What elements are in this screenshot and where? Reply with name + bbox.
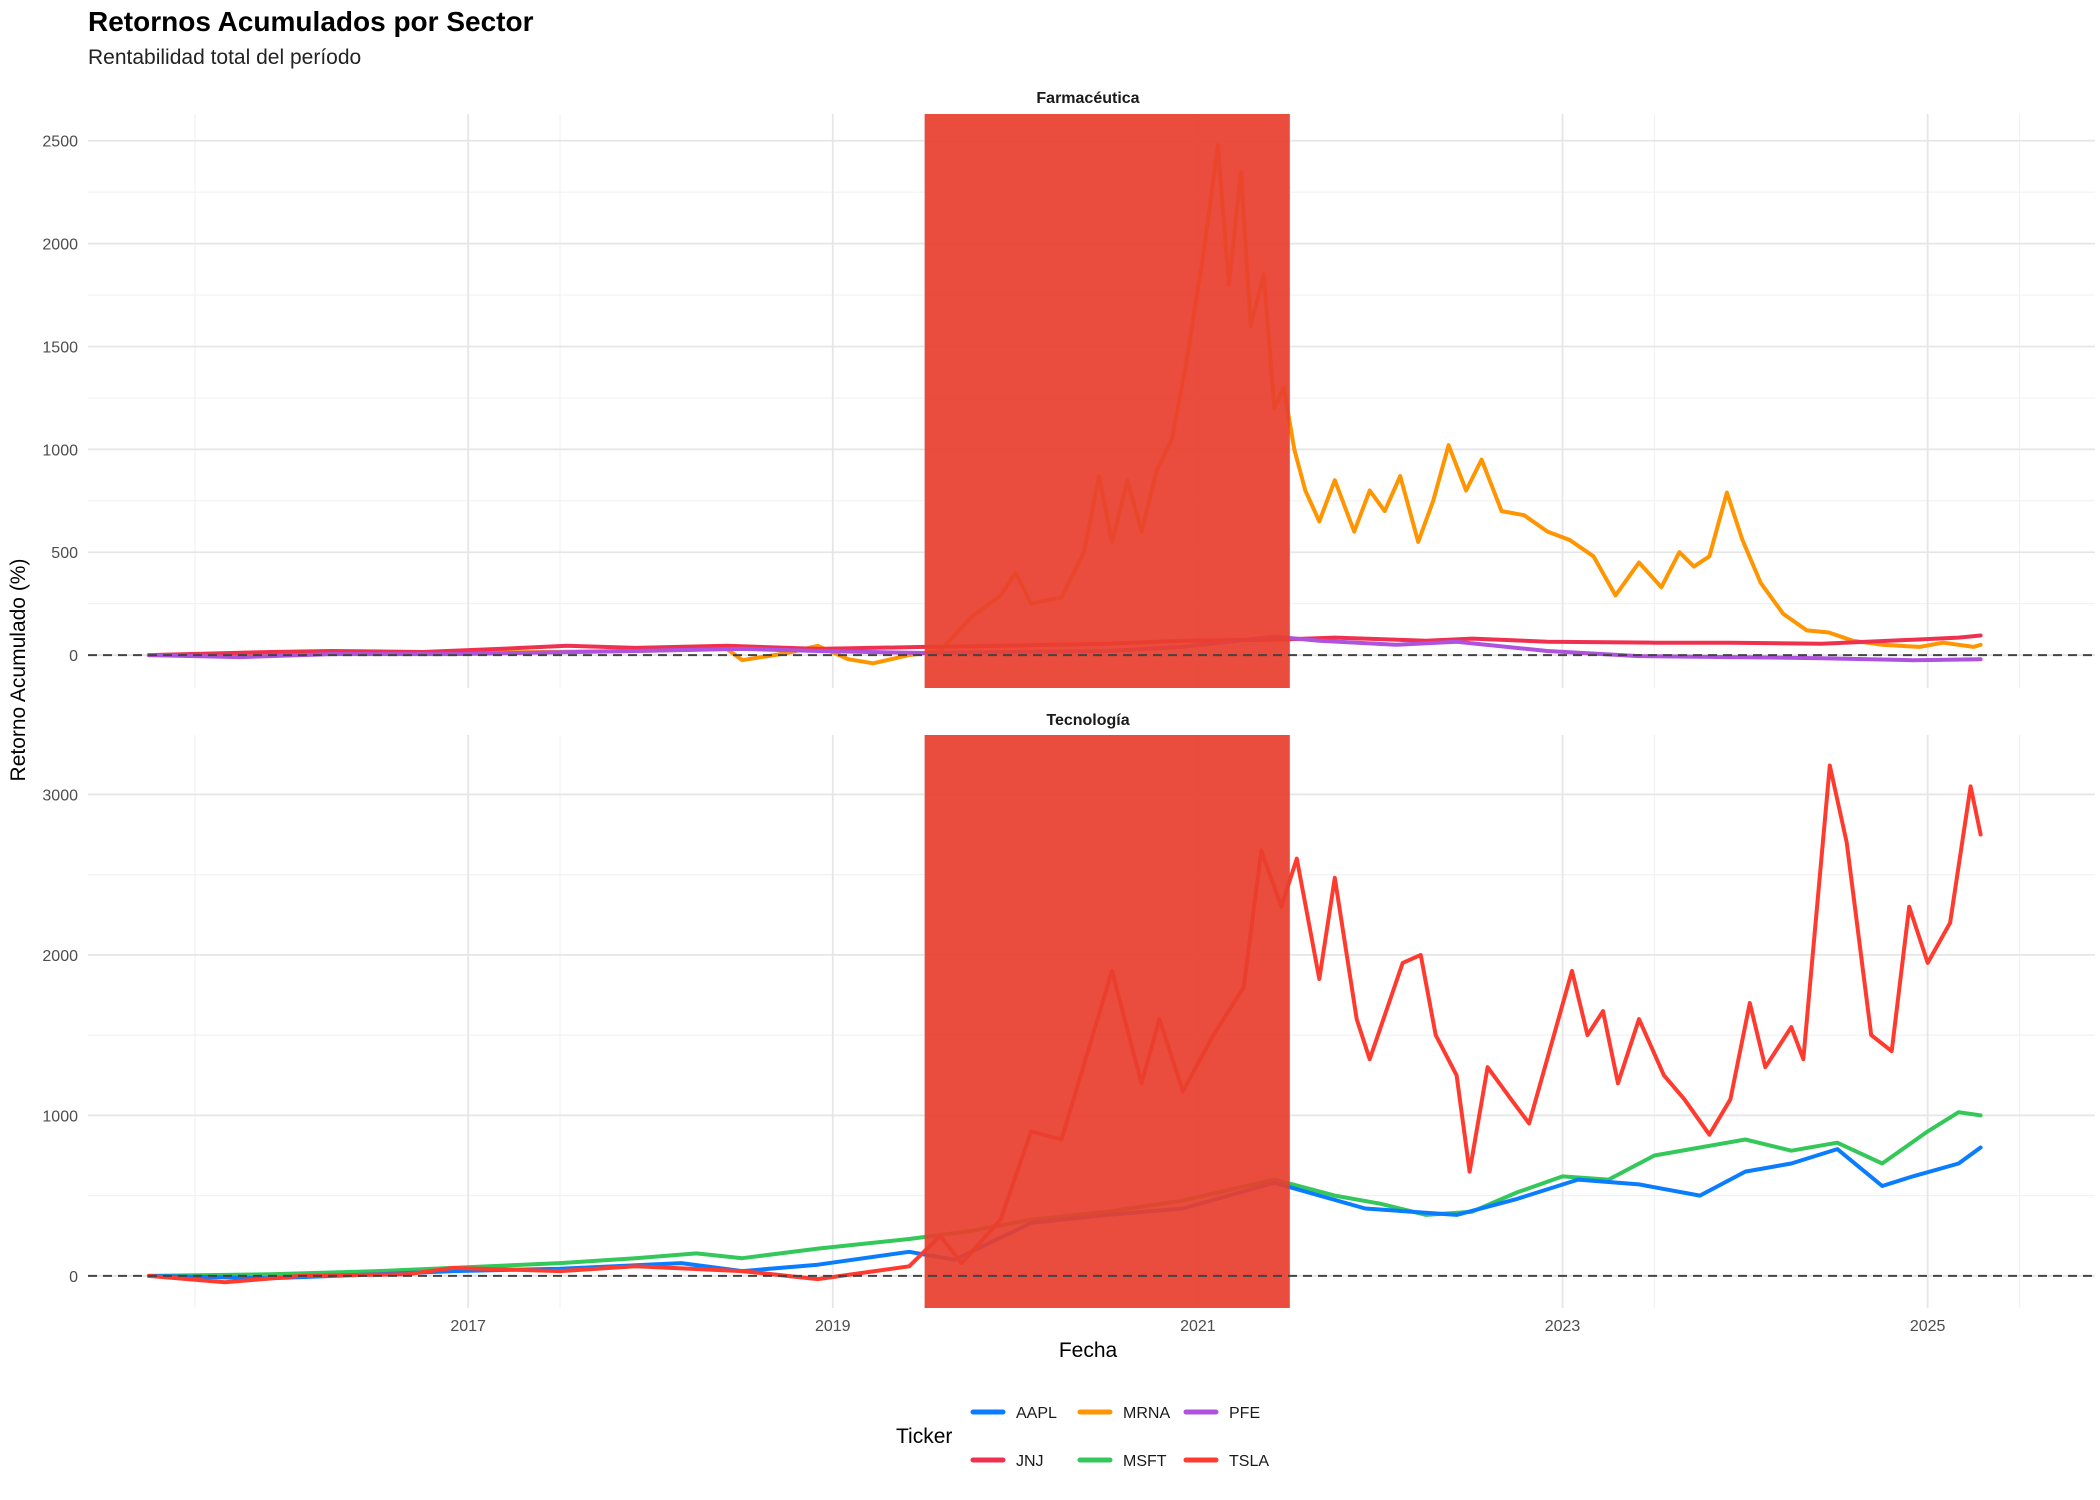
x-axis-title: Fecha — [1059, 1339, 1118, 1362]
legend-label-tsla: TSLA — [1229, 1453, 1269, 1470]
y-tick-label-tecnologia: 1000 — [42, 1108, 78, 1125]
x-tick-label: 2025 — [1910, 1318, 1946, 1335]
legend-item-pfe: PFE — [1183, 1405, 1260, 1422]
legend-item-msft: MSFT — [1077, 1453, 1167, 1470]
legend-label-mrna: MRNA — [1123, 1405, 1170, 1422]
y-axis-title: Retorno Acumulado (%) — [7, 559, 30, 782]
panel-tecnologia: Tecnología 0 1000 2000 3000 — [42, 712, 2095, 1308]
y-tick-label-farmaceutica: 1000 — [42, 442, 78, 459]
y-tick-label-farmaceutica: 500 — [51, 545, 78, 562]
y-tick-label-farmaceutica: 2000 — [42, 237, 78, 254]
chart-subtitle: Rentabilidad total del período — [88, 46, 361, 69]
legend: Ticker AAPL MRNA PFE JNJ MSFT TSLA — [896, 1405, 1269, 1470]
legend-title: Ticker — [896, 1425, 952, 1448]
y-tick-label-tecnologia: 2000 — [42, 948, 78, 965]
x-tick-label: 2021 — [1180, 1318, 1216, 1335]
panel-farmaceutica: Farmacéutica 0 500 1000 1500 2000 2500 — [42, 90, 2095, 688]
y-tick-label-farmaceutica: 1500 — [42, 339, 78, 356]
legend-label-aapl: AAPL — [1016, 1405, 1057, 1422]
legend-item-aapl: AAPL — [970, 1405, 1057, 1422]
x-axis-ticks: 2017 2019 2021 2023 2025 — [450, 1318, 1945, 1335]
legend-label-msft: MSFT — [1123, 1453, 1167, 1470]
x-tick-label: 2023 — [1545, 1318, 1581, 1335]
x-tick-label: 2019 — [815, 1318, 851, 1335]
chart-title: Retornos Acumulados por Sector — [88, 6, 534, 37]
legend-label-jnj: JNJ — [1016, 1453, 1044, 1470]
y-tick-label-tecnologia: 0 — [69, 1269, 78, 1286]
y-tick-label-farmaceutica: 0 — [69, 648, 78, 665]
highlight-period-farmaceutica — [924, 114, 1290, 688]
legend-label-pfe: PFE — [1229, 1405, 1260, 1422]
highlight-period-tecnologia — [924, 735, 1290, 1308]
legend-item-mrna: MRNA — [1077, 1405, 1170, 1422]
x-tick-label: 2017 — [450, 1318, 486, 1335]
legend-item-tsla: TSLA — [1183, 1453, 1269, 1470]
panel-title-tecnologia: Tecnología — [1046, 712, 1129, 729]
panel-title-farmaceutica: Farmacéutica — [1036, 90, 1139, 107]
series-line-msft-tecnologia — [146, 1110, 1983, 1278]
legend-item-jnj: JNJ — [970, 1453, 1044, 1470]
y-tick-label-farmaceutica: 2500 — [42, 134, 78, 151]
y-tick-label-tecnologia: 3000 — [42, 787, 78, 804]
